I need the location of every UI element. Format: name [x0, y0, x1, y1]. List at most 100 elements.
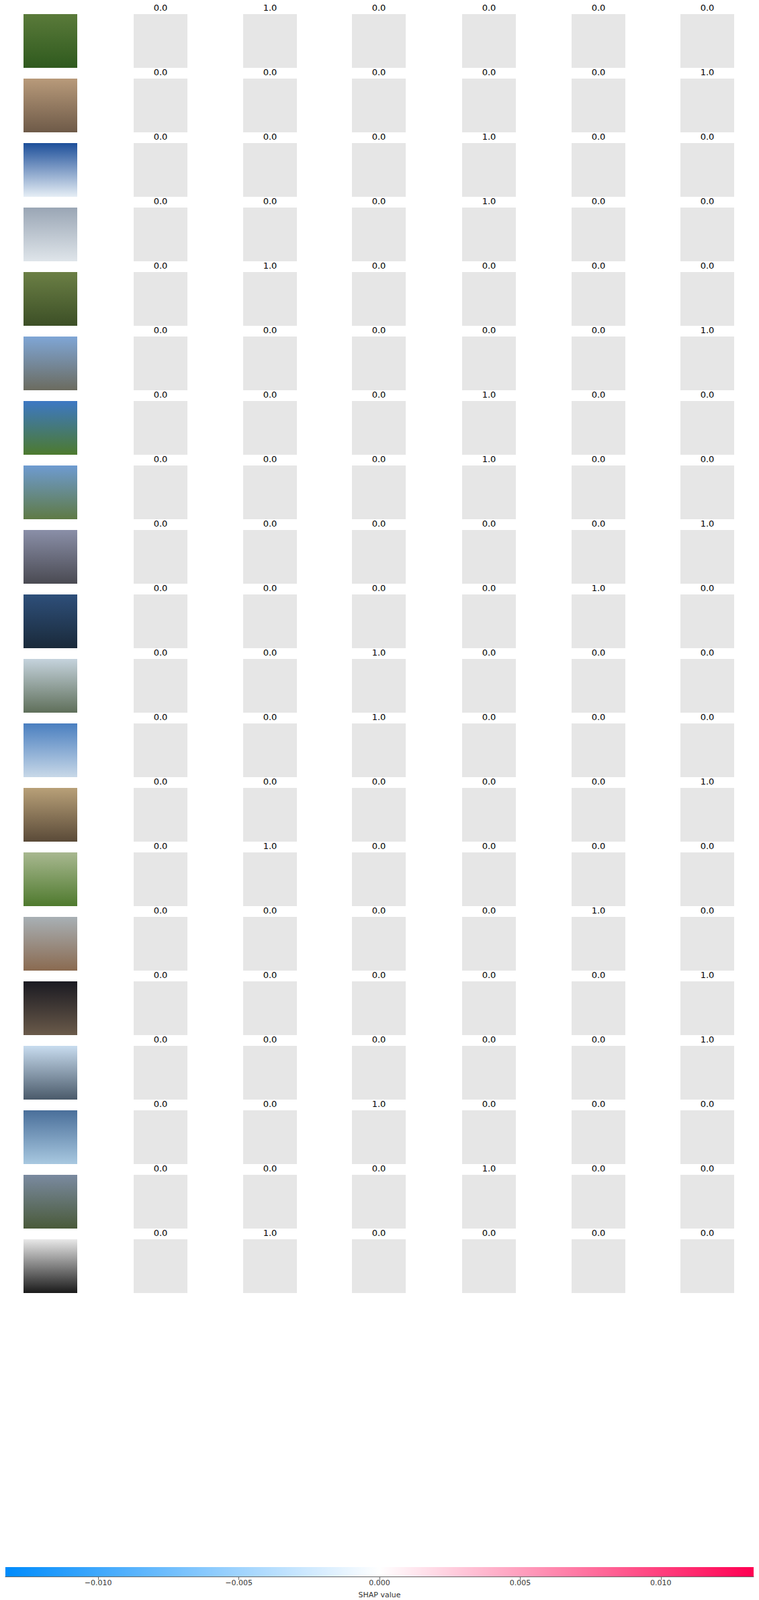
svg-text:0.0: 0.0	[591, 647, 606, 658]
svg-text:1.0: 1.0	[263, 2, 278, 13]
svg-text:0.0: 0.0	[591, 67, 606, 78]
svg-text:1.0: 1.0	[263, 840, 278, 852]
svg-text:0.0: 0.0	[372, 518, 387, 529]
svg-text:0.0: 0.0	[263, 454, 278, 465]
svg-text:0.0: 0.0	[153, 260, 168, 271]
svg-text:0.0: 0.0	[700, 454, 715, 465]
svg-text:0.0: 0.0	[700, 905, 715, 916]
svg-text:0.0: 0.0	[700, 2, 715, 13]
svg-text:0.0: 0.0	[700, 583, 715, 594]
svg-text:0.0: 0.0	[372, 325, 387, 336]
svg-text:0.0: 0.0	[263, 325, 278, 336]
svg-text:1.0: 1.0	[482, 196, 497, 207]
svg-text:0.0: 0.0	[153, 1034, 168, 1045]
svg-text:0.0: 0.0	[482, 1227, 497, 1238]
svg-text:0.0: 0.0	[482, 1034, 497, 1045]
svg-text:0.0: 0.0	[591, 131, 606, 142]
svg-text:0.0: 0.0	[263, 969, 278, 980]
svg-text:0.0: 0.0	[591, 776, 606, 787]
svg-text:1.0: 1.0	[700, 969, 715, 980]
svg-text:0.0: 0.0	[153, 711, 168, 723]
svg-text:−0.010: −0.010	[84, 1578, 113, 1588]
svg-text:0.0: 0.0	[482, 969, 497, 980]
svg-text:0.0: 0.0	[263, 67, 278, 78]
svg-text:0.0: 0.0	[482, 711, 497, 723]
svg-text:1.0: 1.0	[700, 1034, 715, 1045]
svg-text:0.0: 0.0	[263, 583, 278, 594]
svg-text:0.0: 0.0	[482, 647, 497, 658]
svg-text:SHAP value: SHAP value	[358, 1590, 401, 1600]
svg-text:0.0: 0.0	[700, 1098, 715, 1109]
svg-text:0.0: 0.0	[263, 131, 278, 142]
svg-text:0.0: 0.0	[482, 260, 497, 271]
svg-text:0.0: 0.0	[591, 1227, 606, 1238]
svg-text:0.0: 0.0	[153, 325, 168, 336]
svg-text:0.0: 0.0	[482, 840, 497, 852]
svg-text:0.0: 0.0	[700, 389, 715, 400]
svg-text:0.0: 0.0	[372, 969, 387, 980]
svg-text:1.0: 1.0	[482, 131, 497, 142]
svg-text:0.005: 0.005	[509, 1578, 532, 1588]
svg-text:0.0: 0.0	[263, 518, 278, 529]
svg-text:0.0: 0.0	[263, 1163, 278, 1174]
svg-text:1.0: 1.0	[700, 518, 715, 529]
svg-text:1.0: 1.0	[372, 1098, 387, 1109]
svg-text:0.0: 0.0	[372, 776, 387, 787]
svg-text:0.0: 0.0	[372, 1163, 387, 1174]
svg-text:1.0: 1.0	[700, 67, 715, 78]
svg-text:0.0: 0.0	[263, 1034, 278, 1045]
svg-text:0.0: 0.0	[700, 196, 715, 207]
svg-text:1.0: 1.0	[372, 647, 387, 658]
svg-text:0.0: 0.0	[591, 2, 606, 13]
svg-text:0.0: 0.0	[372, 131, 387, 142]
svg-text:0.0: 0.0	[153, 969, 168, 980]
svg-text:0.0: 0.0	[153, 67, 168, 78]
svg-text:0.0: 0.0	[153, 647, 168, 658]
svg-text:0.0: 0.0	[153, 1227, 168, 1238]
svg-text:0.0: 0.0	[372, 1034, 387, 1045]
svg-text:0.0: 0.0	[591, 389, 606, 400]
svg-text:0.0: 0.0	[482, 776, 497, 787]
svg-text:1.0: 1.0	[482, 454, 497, 465]
svg-text:0.0: 0.0	[372, 260, 387, 271]
svg-text:0.0: 0.0	[153, 840, 168, 852]
svg-text:0.0: 0.0	[700, 260, 715, 271]
svg-text:0.0: 0.0	[591, 1098, 606, 1109]
svg-text:−0.005: −0.005	[225, 1578, 253, 1588]
svg-text:0.0: 0.0	[263, 647, 278, 658]
svg-text:0.0: 0.0	[263, 905, 278, 916]
svg-text:0.0: 0.0	[372, 840, 387, 852]
svg-text:0.0: 0.0	[153, 389, 168, 400]
svg-text:0.0: 0.0	[482, 67, 497, 78]
svg-text:0.0: 0.0	[263, 1098, 278, 1109]
svg-text:1.0: 1.0	[482, 1163, 497, 1174]
svg-text:0.0: 0.0	[591, 260, 606, 271]
svg-text:0.0: 0.0	[591, 518, 606, 529]
svg-text:0.0: 0.0	[700, 131, 715, 142]
svg-text:0.0: 0.0	[372, 583, 387, 594]
svg-text:0.0: 0.0	[153, 454, 168, 465]
svg-text:0.0: 0.0	[591, 1034, 606, 1045]
svg-text:1.0: 1.0	[700, 325, 715, 336]
svg-text:0.0: 0.0	[482, 518, 497, 529]
svg-text:0.0: 0.0	[153, 196, 168, 207]
svg-text:0.0: 0.0	[482, 325, 497, 336]
svg-text:0.0: 0.0	[263, 389, 278, 400]
svg-text:0.0: 0.0	[153, 131, 168, 142]
svg-text:0.010: 0.010	[650, 1578, 672, 1588]
svg-text:0.0: 0.0	[591, 454, 606, 465]
svg-text:0.000: 0.000	[368, 1578, 391, 1588]
svg-text:0.0: 0.0	[153, 2, 168, 13]
svg-text:1.0: 1.0	[591, 583, 606, 594]
svg-text:0.0: 0.0	[591, 711, 606, 723]
svg-text:0.0: 0.0	[591, 196, 606, 207]
svg-text:0.0: 0.0	[372, 389, 387, 400]
svg-text:0.0: 0.0	[372, 1227, 387, 1238]
svg-text:0.0: 0.0	[153, 905, 168, 916]
svg-text:0.0: 0.0	[482, 1098, 497, 1109]
svg-text:0.0: 0.0	[591, 325, 606, 336]
svg-text:1.0: 1.0	[591, 905, 606, 916]
svg-text:0.0: 0.0	[372, 2, 387, 13]
svg-text:0.0: 0.0	[482, 583, 497, 594]
svg-text:0.0: 0.0	[372, 67, 387, 78]
